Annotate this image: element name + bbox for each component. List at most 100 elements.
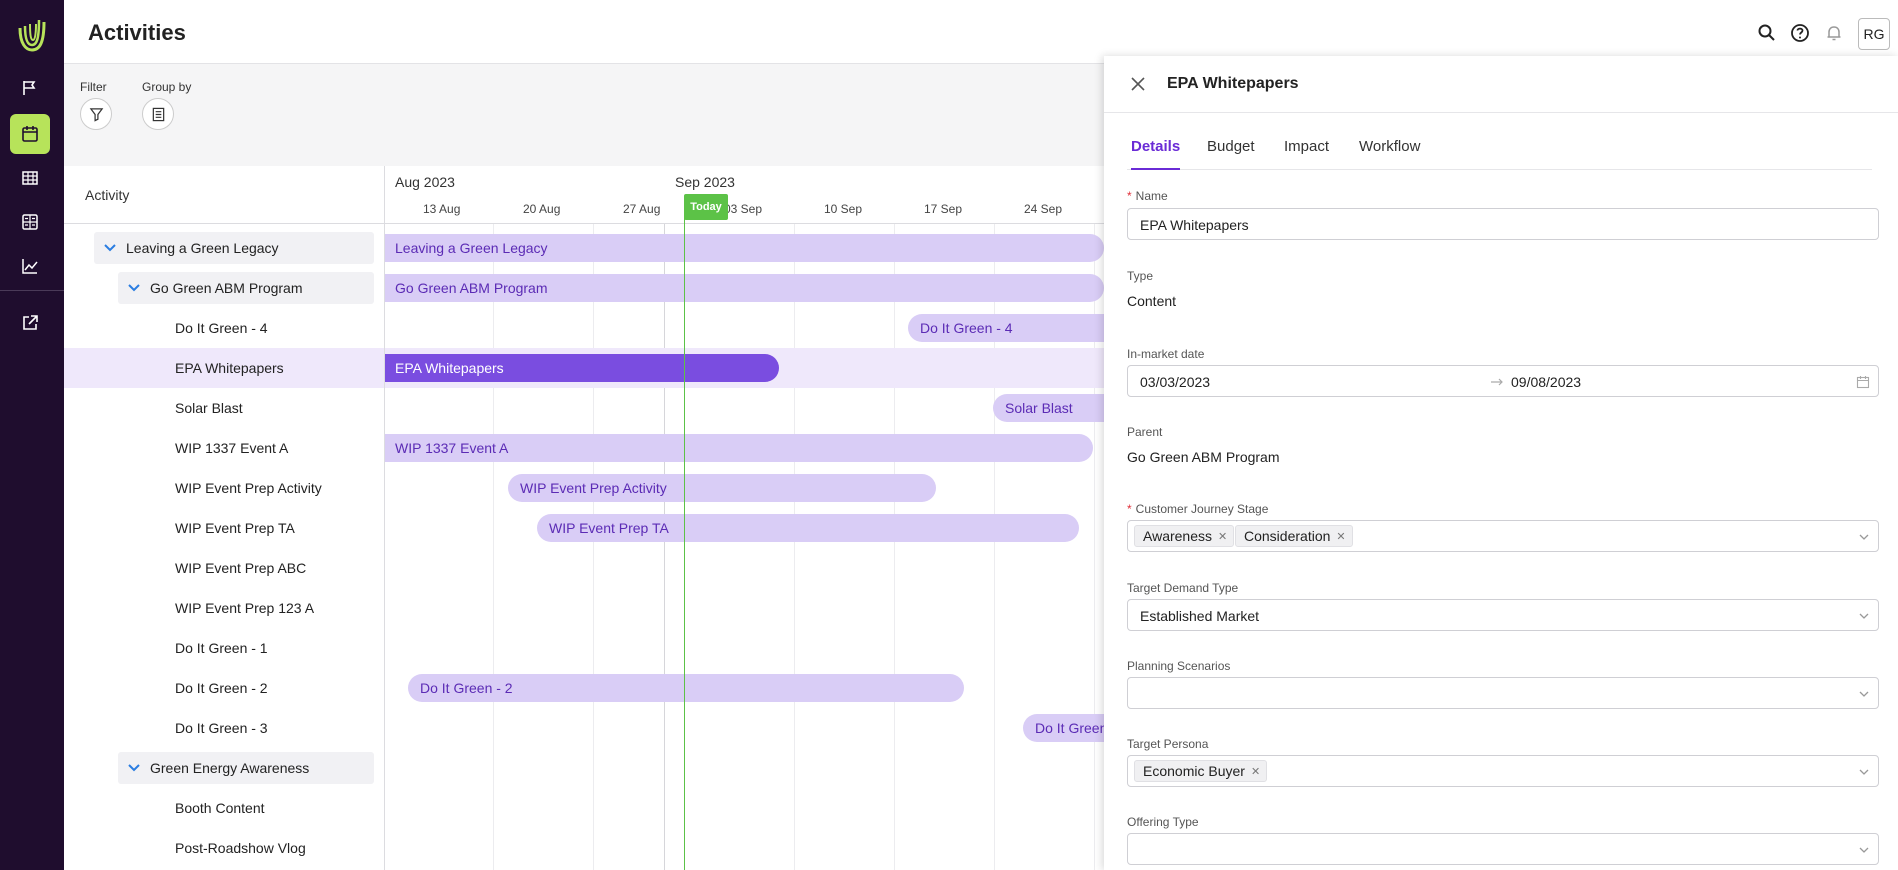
search-icon[interactable] (1757, 23, 1777, 43)
gantt-row[interactable]: WIP 1337 Event A WIP 1337 Event A (64, 428, 1104, 468)
activity-name[interactable]: WIP Event Prep TA (175, 520, 295, 536)
user-avatar[interactable]: RG (1858, 18, 1890, 50)
tag-remove-icon[interactable]: ✕ (1336, 530, 1346, 543)
filter-button[interactable] (80, 98, 112, 130)
drawer-tabs: Details Budget Impact Workflow (1127, 138, 1872, 170)
activity-name[interactable]: WIP 1337 Event A (175, 440, 289, 456)
activity-name[interactable]: WIP Event Prep 123 A (175, 600, 315, 616)
chevron-down-icon[interactable] (1858, 531, 1870, 543)
gantt-row[interactable]: Booth Content (64, 788, 1104, 828)
gantt-row-selected[interactable]: EPA Whitepapers EPA Whitepapers (64, 348, 1104, 388)
activity-name[interactable]: WIP Event Prep ABC (175, 560, 307, 576)
calendar-icon[interactable] (1856, 375, 1870, 389)
target-persona-select[interactable]: Economic Buyer ✕ (1127, 755, 1879, 787)
activity-name[interactable]: Do It Green - 3 (175, 720, 268, 736)
gantt-bar[interactable]: Do It Green - 4 (908, 314, 1104, 342)
gantt-row[interactable]: Solar Blast Solar Blast (64, 388, 1104, 428)
customer-journey-stage-select[interactable]: Awareness ✕ Consideration ✕ (1127, 520, 1879, 552)
activity-group-label[interactable]: Go Green ABM Program (118, 272, 374, 304)
close-icon[interactable] (1130, 76, 1146, 92)
gantt-row[interactable]: Do It Green - 4 Do It Green - 4 (64, 308, 1104, 348)
chevron-down-icon[interactable] (102, 240, 118, 256)
activity-name: Go Green ABM Program (150, 280, 303, 296)
gantt-bar[interactable]: Solar Blast (993, 394, 1104, 422)
activity-column-divider[interactable] (384, 166, 385, 870)
chevron-down-icon[interactable] (126, 280, 142, 296)
offering-type-select[interactable] (1127, 833, 1879, 865)
gantt-row[interactable]: WIP Event Prep TA WIP Event Prep TA (64, 508, 1104, 548)
week-label: 13 Aug (423, 202, 461, 216)
gantt-bar[interactable]: WIP Event Prep Activity (508, 474, 936, 502)
planning-scenarios-select[interactable] (1127, 677, 1879, 709)
chevron-down-icon[interactable] (1858, 688, 1870, 700)
in-market-date-range-picker[interactable]: 03/03/2023 09/08/2023 (1127, 365, 1879, 397)
gantt-row[interactable]: Do It Green - 3 Do It Green (64, 708, 1104, 748)
nav-external-link-icon[interactable] (10, 303, 50, 343)
help-icon[interactable] (1790, 23, 1810, 43)
activity-name[interactable]: Booth Content (175, 800, 265, 816)
gantt-row[interactable]: Go Green ABM Program Go Green ABM Progra… (64, 268, 1104, 308)
gantt-bar[interactable]: Do It Green - 2 (408, 674, 964, 702)
gantt-row[interactable]: Leaving a Green Legacy Leaving a Green L… (64, 228, 1104, 268)
brand-logo[interactable] (14, 14, 50, 54)
nav-chart-icon[interactable] (10, 246, 50, 286)
week-label: 10 Sep (824, 202, 863, 216)
activity-name[interactable]: Post-Roadshow Vlog (175, 840, 306, 856)
date-end[interactable]: 09/08/2023 (1511, 374, 1582, 390)
nav-calendar-icon[interactable] (10, 114, 50, 154)
tab-workflow[interactable]: Workflow (1359, 138, 1421, 155)
activity-column-header: Activity (85, 187, 130, 203)
activity-name[interactable]: EPA Whitepapers (175, 360, 284, 376)
nav-flag-icon[interactable] (10, 68, 50, 108)
nav-calculator-icon[interactable] (10, 202, 50, 242)
tab-details[interactable]: Details (1131, 138, 1181, 170)
top-header: Activities RG (64, 0, 1898, 64)
activity-name[interactable]: Do It Green - 2 (175, 680, 268, 696)
gantt-bar[interactable]: Leaving a Green Legacy (385, 234, 1104, 262)
chevron-down-icon[interactable] (126, 760, 142, 776)
gantt-row[interactable]: Do It Green - 2 Do It Green - 2 (64, 668, 1104, 708)
activity-group-label[interactable]: Leaving a Green Legacy (94, 232, 374, 264)
groupby-button[interactable] (142, 98, 174, 130)
tab-budget[interactable]: Budget (1207, 138, 1255, 155)
week-label: 20 Aug (523, 202, 561, 216)
gantt-bar[interactable]: WIP 1337 Event A (385, 434, 1093, 462)
groupby-label: Group by (142, 80, 192, 94)
gantt-bar[interactable]: Do It Green (1023, 714, 1104, 742)
gantt-row[interactable]: Green Energy Awareness (64, 748, 1104, 788)
today-badge: Today (684, 194, 728, 220)
tag-remove-icon[interactable]: ✕ (1250, 765, 1261, 778)
gantt-row[interactable]: WIP Event Prep 123 A (64, 588, 1104, 628)
filter-label: Filter (80, 80, 107, 94)
grid-line (794, 224, 795, 870)
gantt-row[interactable]: WIP Event Prep ABC (64, 548, 1104, 588)
chevron-down-icon[interactable] (1858, 766, 1870, 778)
tab-impact[interactable]: Impact (1284, 138, 1330, 155)
notification-bell-icon[interactable] (1824, 23, 1844, 43)
chevron-down-icon[interactable] (1858, 844, 1870, 856)
gantt-row[interactable]: Do It Green - 1 (64, 628, 1104, 668)
activity-group-label[interactable]: Green Energy Awareness (118, 752, 374, 784)
chevron-down-icon[interactable] (1858, 610, 1870, 622)
gantt-bar-selected[interactable]: EPA Whitepapers (385, 354, 779, 382)
gantt-bar[interactable]: WIP Event Prep TA (537, 514, 1079, 542)
gantt-row[interactable]: WIP Event Prep Activity WIP Event Prep A… (64, 468, 1104, 508)
name-input[interactable]: EPA Whitepapers (1127, 208, 1879, 240)
parent-value: Go Green ABM Program (1127, 449, 1280, 465)
in-market-date-label: In-market date (1127, 347, 1205, 361)
today-marker-line (684, 196, 685, 870)
tag-remove-icon[interactable]: ✕ (1218, 530, 1228, 543)
activity-name[interactable]: WIP Event Prep Activity (175, 480, 322, 496)
gantt-bar[interactable]: Go Green ABM Program (385, 274, 1104, 302)
left-nav (0, 0, 64, 870)
grid-line (894, 224, 895, 870)
gantt-row[interactable]: Post-Roadshow Vlog (64, 828, 1104, 868)
target-demand-type-select[interactable]: Established Market (1127, 599, 1879, 631)
activity-name[interactable]: Do It Green - 1 (175, 640, 268, 656)
nav-grid-icon[interactable] (10, 158, 50, 198)
grid-line (1094, 224, 1095, 870)
date-start[interactable]: 03/03/2023 (1140, 374, 1211, 390)
planning-scenarios-label: Planning Scenarios (1127, 659, 1231, 673)
activity-name[interactable]: Solar Blast (175, 400, 243, 416)
activity-name[interactable]: Do It Green - 4 (175, 320, 268, 336)
